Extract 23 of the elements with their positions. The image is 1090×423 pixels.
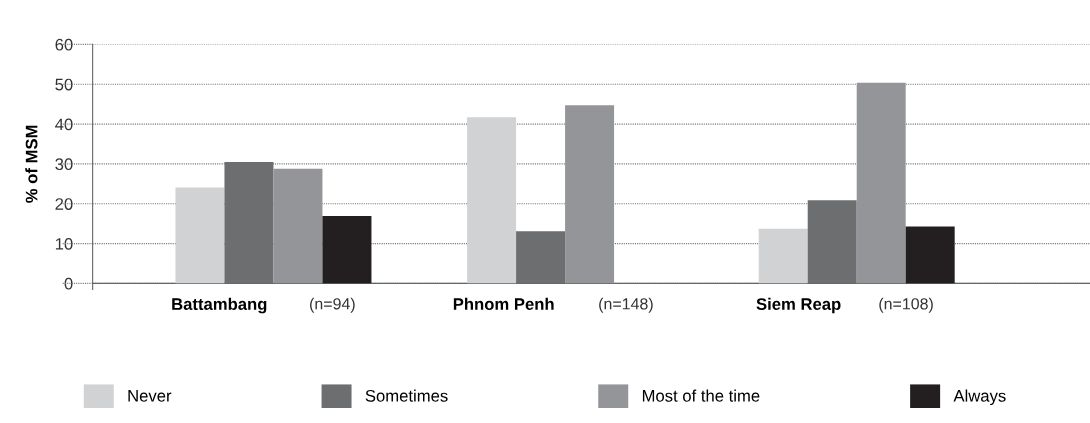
legend-label: Never [128, 390, 172, 402]
bar [322, 216, 372, 284]
y-tick-label: 40 [55, 118, 73, 131]
bar [175, 187, 225, 284]
bar [905, 226, 955, 284]
bar [467, 117, 517, 284]
y-tick-label: 10 [55, 237, 73, 250]
legend-label: Sometimes [365, 389, 448, 402]
category-label: Battambang (n=94) [172, 297, 355, 314]
bar [856, 82, 906, 284]
y-tick-label: 20 [55, 198, 73, 210]
y-tick-label: 50 [55, 78, 73, 91]
y-tick-label: 30 [55, 158, 73, 171]
legend-label: Always [953, 389, 1006, 406]
bar [758, 228, 808, 284]
y-axis-title: % of MSM [25, 125, 38, 203]
bar [273, 168, 323, 284]
legend-label: Most of the time [642, 389, 760, 402]
category-label: Siem Reap (n=108) [756, 297, 933, 314]
y-tick-label: 60 [55, 38, 73, 51]
bar [565, 105, 615, 284]
y-tick-label: 0 [64, 277, 73, 290]
category-label: Phnom Penh (n=148) [453, 297, 653, 313]
